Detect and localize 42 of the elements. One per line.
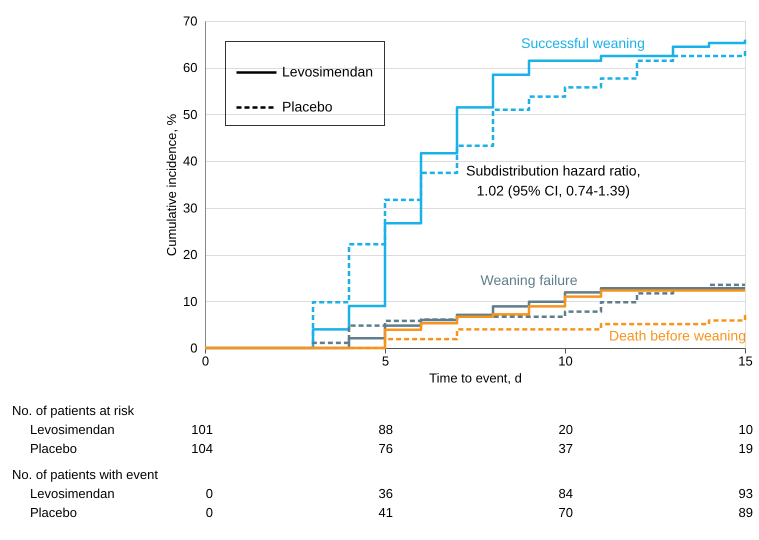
annotation: Placebo xyxy=(282,98,333,114)
text: 0 xyxy=(206,505,213,520)
text: Placebo xyxy=(30,441,77,456)
annotation: Subdistribution hazard ratio, 1.02 (95% CI, 0.74-1.39) xyxy=(466,162,640,198)
text: 93 xyxy=(738,486,753,501)
y-tick-label: 40 xyxy=(183,154,198,169)
text: No. of patients at risk xyxy=(12,403,135,418)
y-axis-title: Cumulative incidence, % xyxy=(164,113,180,256)
text: 104 xyxy=(191,441,213,456)
x-axis-title: Time to event, d xyxy=(429,370,522,386)
y-tick-label: 70 xyxy=(183,14,198,28)
x-tick-label: 15 xyxy=(738,354,753,368)
text: 0 xyxy=(206,486,213,501)
text: 101 xyxy=(191,422,213,437)
annotation: Weaning failure xyxy=(480,272,578,288)
text: No. of patients with event xyxy=(12,467,158,482)
text: Levosimendan xyxy=(30,486,115,501)
y-tick-label: 50 xyxy=(183,106,198,122)
annotation: Death before weaning xyxy=(609,328,746,344)
text: 70 xyxy=(558,505,573,520)
y-tick-label: 10 xyxy=(183,294,198,309)
y-tick-label: 0 xyxy=(190,340,198,356)
x-tick-label: 0 xyxy=(202,354,210,368)
annotation: Successful weaning xyxy=(521,34,645,51)
text: Levosimendan xyxy=(30,422,115,437)
text: 20 xyxy=(558,422,573,437)
text: 37 xyxy=(558,441,573,456)
annotation: Levosimendan xyxy=(282,64,374,80)
text: 88 xyxy=(378,422,393,437)
y-tick-label: 30 xyxy=(183,200,198,216)
text: 76 xyxy=(378,441,393,456)
text: 84 xyxy=(558,486,573,501)
text: 36 xyxy=(378,486,393,501)
text: 89 xyxy=(738,505,753,520)
text: Placebo xyxy=(30,505,77,520)
x-tick-label: 5 xyxy=(382,354,390,368)
y-tick-label: 60 xyxy=(183,60,198,76)
text: 10 xyxy=(738,422,753,437)
text: 19 xyxy=(738,441,753,456)
x-tick-label: 10 xyxy=(558,354,573,368)
text: 41 xyxy=(378,505,393,520)
y-tick-label: 20 xyxy=(183,247,198,262)
